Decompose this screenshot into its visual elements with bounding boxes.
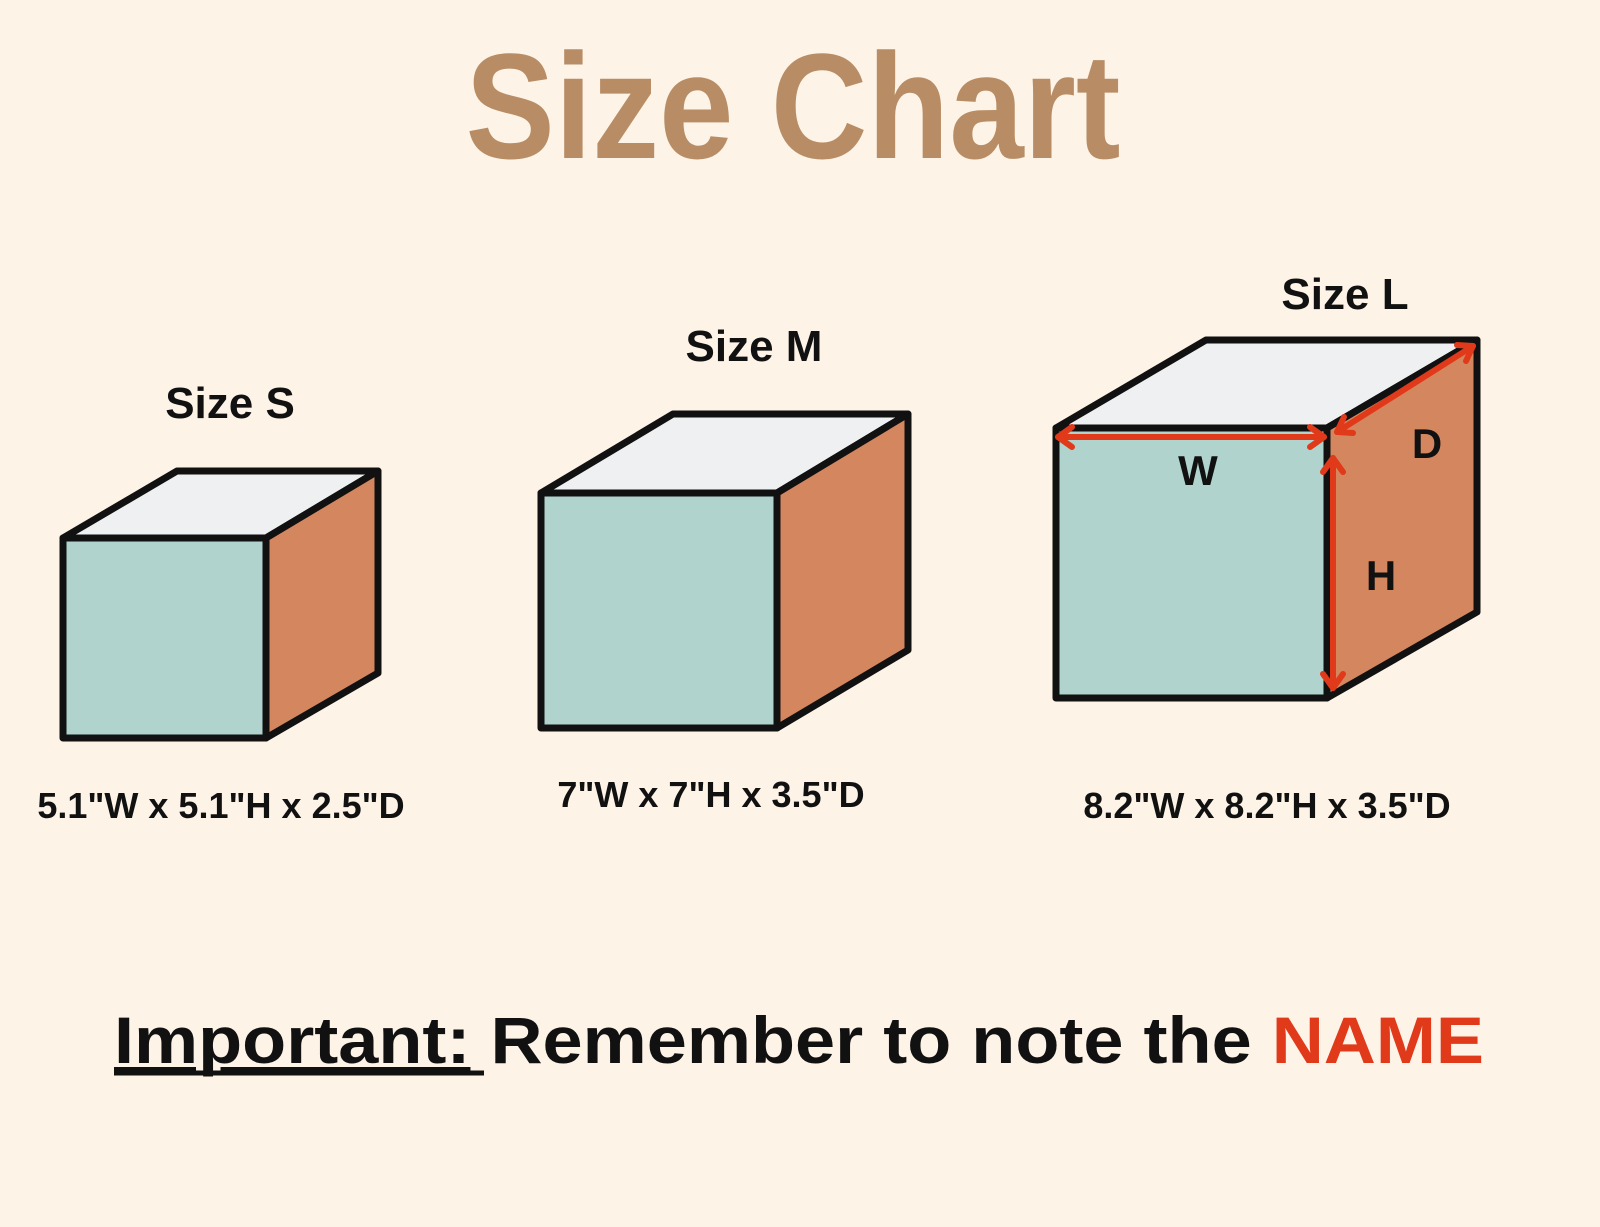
size-s-label: Size S	[165, 379, 295, 428]
box-size-m	[537, 410, 912, 732]
depth-arrow-icon	[1334, 342, 1476, 436]
note-prefix: Important:	[114, 1003, 470, 1077]
box-front-face	[59, 534, 270, 742]
note-highlight: NAME	[1272, 1003, 1484, 1077]
width-arrow-icon	[1055, 424, 1327, 450]
height-arrow-icon	[1320, 455, 1346, 691]
size-m-dimensions: 7"W x 7"H x 3.5"D	[557, 774, 864, 815]
box-size-s	[59, 467, 382, 742]
size-l-dimensions: 8.2"W x 8.2"H x 3.5"D	[1083, 785, 1450, 826]
note-body: Remember to note the	[470, 1003, 1271, 1077]
depth-label: D	[1412, 420, 1442, 467]
width-label: W	[1178, 447, 1218, 494]
important-note: Important: Remember to note the NAME	[114, 1003, 1484, 1077]
box-front-face	[1052, 424, 1331, 702]
box-size-l	[1052, 336, 1481, 702]
box-front-face	[537, 489, 781, 732]
height-label: H	[1366, 552, 1396, 599]
page-title: Size Chart	[466, 22, 1121, 190]
dimension-arrows	[1055, 342, 1476, 691]
size-m-label: Size M	[686, 322, 823, 371]
size-l-label: Size L	[1281, 270, 1408, 319]
size-s-dimensions: 5.1"W x 5.1"H x 2.5"D	[37, 785, 404, 826]
